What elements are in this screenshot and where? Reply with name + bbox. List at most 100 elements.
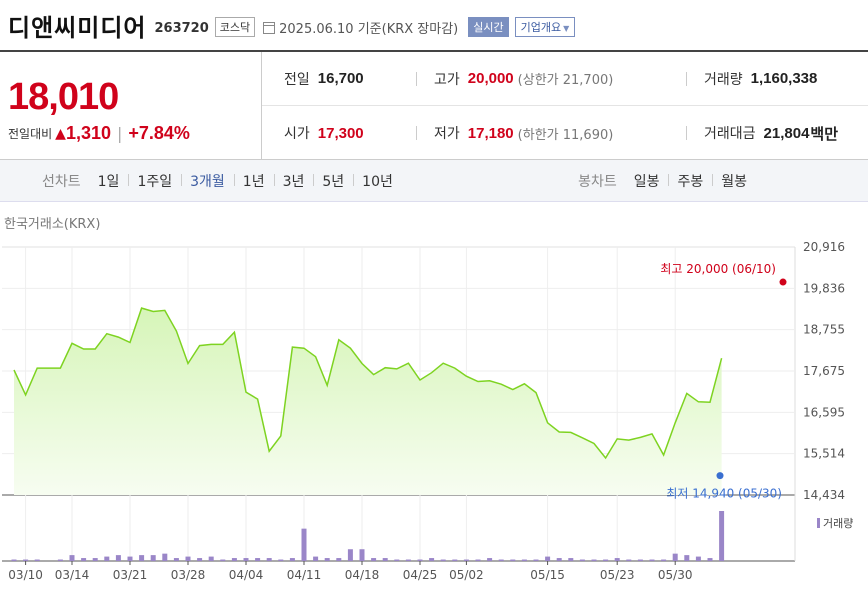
x-tick-8: 05/02: [449, 568, 484, 582]
volume-bar: [139, 555, 145, 561]
prev-close: 전일 16,700: [262, 52, 412, 106]
tab-line-1[interactable]: 1주일: [128, 171, 181, 191]
x-tick-6: 04/18: [345, 568, 380, 582]
volume-bar: [579, 559, 585, 561]
up-triangle-icon: ▲: [55, 125, 66, 142]
volume-bar: [684, 555, 690, 561]
volume-bar: [695, 556, 701, 561]
volume-bar: [556, 558, 562, 561]
volume-bar: [533, 559, 539, 561]
quote-date: 2025.06.10 기준(KRX 장마감): [279, 21, 459, 37]
x-tick-9: 05/15: [530, 568, 565, 582]
volume-bar: [603, 559, 609, 561]
volume-bar: [382, 558, 388, 561]
chevron-down-icon: ▼: [563, 24, 570, 33]
volume-bar: [11, 559, 17, 561]
volume-bar: [301, 528, 307, 561]
tab-line-6[interactable]: 10년: [353, 171, 402, 191]
candle-chart-tabs: 봉차트 일봉 주봉 월봉: [578, 171, 756, 191]
volume-bar: [150, 555, 156, 561]
y-tick-3: 17,675: [803, 364, 845, 378]
x-tick-7: 04/25: [403, 568, 438, 582]
volume-bar: [231, 558, 237, 561]
x-tick-3: 03/28: [171, 568, 206, 582]
low-price: 저가 17,180 (하한가 11,690): [412, 106, 682, 160]
volume-bar: [626, 559, 632, 561]
volume-bar: [591, 559, 597, 561]
price-change: 전일대비 ▲ 1,310 | +7.84%: [8, 123, 261, 144]
y-tick-6: 14,434: [803, 488, 845, 502]
volume-bar: [289, 558, 295, 561]
chart-source: 한국거래소(KRX): [4, 217, 101, 232]
change-label: 전일대비: [8, 127, 53, 141]
volume-bar: [649, 559, 655, 561]
y-tick-4: 16,595: [803, 405, 845, 419]
realtime-button[interactable]: 실시간: [468, 17, 509, 37]
y-tick-2: 18,755: [803, 323, 845, 337]
volume-bar: [208, 556, 214, 561]
volume-bar: [498, 559, 504, 561]
volume-bar: [197, 558, 203, 561]
tab-candle-2[interactable]: 월봉: [712, 171, 756, 191]
volume-bar: [336, 558, 342, 561]
volume-bar: [162, 553, 168, 561]
volume-bar: [115, 555, 121, 561]
volume-bar: [173, 558, 179, 561]
volume-bar: [347, 549, 353, 561]
price-area: [14, 308, 722, 495]
tab-line-3[interactable]: 1년: [233, 171, 274, 191]
line-chart-tabs: 선차트 1일 1주일 3개월 1년 3년 5년 10년: [0, 171, 402, 191]
trade-amount: 거래대금 21,804 백만: [682, 106, 868, 160]
volume-bar: [185, 556, 191, 561]
x-tick-0: 03/10: [8, 568, 43, 582]
chart-svg: 20,916 19,836 18,755 17,675 16,595 15,514 14,4…: [2, 240, 853, 582]
volume-bar: [487, 558, 493, 561]
price-chart: 한국거래소(KRX) 20,916 19,836 18,755 17,675 16,59…: [0, 205, 868, 598]
volume-bar: [568, 558, 574, 561]
volume-bar: [614, 558, 620, 561]
tab-candle-1[interactable]: 주봉: [668, 171, 712, 191]
tab-line-2[interactable]: 3개월: [181, 171, 234, 191]
volume-bar: [266, 558, 272, 561]
x-tick-11: 05/30: [658, 568, 693, 582]
volume-bar: [672, 553, 678, 561]
volume-bar: [255, 558, 261, 561]
volume-bar: [220, 559, 226, 561]
volume-bar: [313, 556, 319, 561]
stock-name: 디앤씨미디어: [8, 13, 147, 42]
y-tick-5: 15,514: [803, 447, 845, 461]
tab-candle-0[interactable]: 일봉: [633, 173, 660, 190]
volume-bar: [81, 558, 87, 561]
volume-bar: [359, 549, 365, 561]
tab-line-4[interactable]: 3년: [273, 171, 314, 191]
volume-bar: [57, 559, 63, 561]
tab-line-0[interactable]: 1일: [97, 173, 120, 190]
change-amount: 1,310: [65, 123, 111, 143]
tab-line-5[interactable]: 5년: [313, 171, 353, 191]
current-price-box: 18,010 전일대비 ▲ 1,310 | +7.84%: [0, 52, 262, 159]
x-tick-2: 03/21: [113, 568, 148, 582]
volume-bar: [417, 559, 423, 561]
volume-bar: [475, 559, 481, 561]
candle-chart-label: 봉차트: [578, 173, 617, 190]
volume-bar: [440, 559, 446, 561]
volume-legend-swatch: [817, 518, 820, 528]
price-line: [13, 307, 723, 460]
open-price: 시가 17,300: [284, 124, 364, 143]
volume-bar: [127, 556, 133, 561]
volume-bar: [521, 559, 527, 561]
volume-bar: [23, 559, 29, 561]
volume-bar: [394, 559, 400, 561]
change-percent: +7.84%: [128, 123, 190, 143]
volume-bar: [637, 559, 643, 561]
low-marker: [716, 472, 724, 480]
volume-bar: [371, 558, 377, 561]
low-annotation: 최저 14,940 (05/30): [666, 487, 782, 501]
calendar-icon: [263, 21, 276, 34]
volume-bar: [405, 559, 411, 561]
company-overview-button[interactable]: 기업개요 ▼: [514, 17, 576, 37]
y-tick-1: 19,836: [803, 281, 845, 295]
volume-bar: [69, 555, 75, 561]
line-chart-label: 선차트: [42, 173, 81, 190]
volume-bar: [719, 511, 725, 561]
